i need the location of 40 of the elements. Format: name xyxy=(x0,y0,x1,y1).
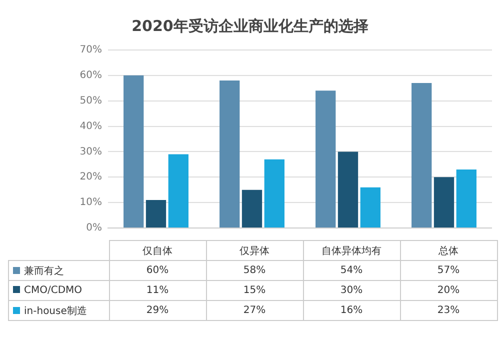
y-tick-label: 40% xyxy=(80,120,102,132)
bar xyxy=(124,75,144,228)
bar xyxy=(146,200,166,228)
y-tick-label: 20% xyxy=(80,172,102,183)
x-tick-label: 自体异体均有 xyxy=(303,240,400,260)
bar xyxy=(360,187,380,228)
legend-label: CMO/CDMO xyxy=(8,280,109,300)
bar xyxy=(242,190,262,228)
bar xyxy=(168,154,188,228)
y-tick-label: 0% xyxy=(86,222,102,234)
bar xyxy=(316,90,336,228)
data-label: 30% xyxy=(303,280,400,300)
data-label: 27% xyxy=(206,300,303,320)
data-label: 23% xyxy=(400,300,497,320)
data-label: 58% xyxy=(206,260,303,280)
y-tick-label: 10% xyxy=(80,197,102,208)
data-label: 11% xyxy=(109,280,206,300)
legend-label: in-house制造 xyxy=(8,300,109,320)
y-tick-label: 50% xyxy=(80,95,102,106)
bar xyxy=(412,83,432,228)
x-tick-label: 仅异体 xyxy=(206,240,303,260)
bar xyxy=(338,152,358,228)
data-label: 20% xyxy=(400,280,497,300)
data-label: 57% xyxy=(400,260,497,280)
data-label: 29% xyxy=(109,300,206,320)
data-label: 60% xyxy=(109,260,206,280)
y-tick-label: 70% xyxy=(80,44,102,56)
data-label: 54% xyxy=(303,260,400,280)
chart-title: 2020年受访企业商业化生产的选择 xyxy=(132,16,368,35)
bar xyxy=(456,170,476,228)
bar xyxy=(434,177,454,228)
x-tick-label: 总体 xyxy=(400,240,497,260)
y-tick-label: 30% xyxy=(80,146,102,158)
y-tick-label: 60% xyxy=(80,70,102,82)
data-label: 16% xyxy=(303,300,400,320)
bar xyxy=(220,80,240,228)
legend-label: 兼而有之 xyxy=(8,260,109,280)
data-label: 15% xyxy=(206,280,303,300)
x-tick-label: 仅自体 xyxy=(109,240,206,260)
bar xyxy=(264,159,284,228)
